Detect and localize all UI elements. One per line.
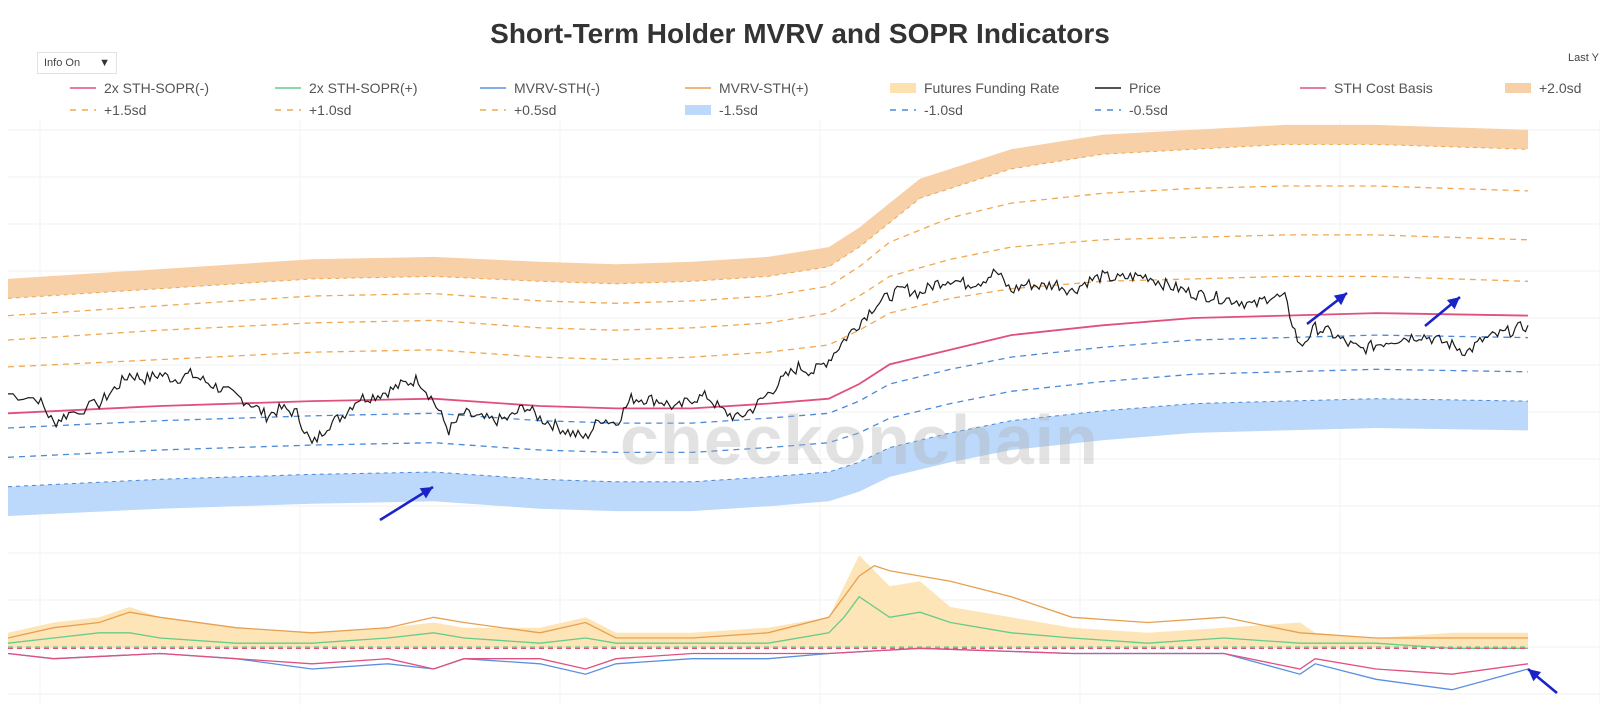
legend-label: STH Cost Basis — [1334, 80, 1433, 96]
legend-item-1-5sd[interactable]: -1.5sd — [685, 102, 758, 118]
chart-title: Short-Term Holder MVRV and SOPR Indicato… — [490, 18, 1110, 49]
legend-item-mvrv-sth[interactable]: MVRV-STH(-) — [480, 80, 600, 96]
legend-swatch — [480, 109, 506, 111]
line-plus-2-0sd — [7, 143, 1529, 299]
legend-label: MVRV-STH(-) — [514, 80, 601, 96]
legend-swatch — [1095, 87, 1121, 89]
line-minus-0-5sd — [7, 334, 1529, 429]
band-minus-1-5sd — [8, 398, 1528, 516]
legend-item-0-5sd[interactable]: +0.5sd — [480, 102, 556, 118]
legend-item-price[interactable]: Price — [1095, 80, 1161, 96]
futures-funding-rate-area — [8, 555, 1528, 649]
chevron-down-icon: ▼ — [99, 57, 110, 69]
legend-label: -0.5sd — [1129, 102, 1168, 118]
legend-swatch — [1095, 109, 1121, 111]
line-plus-0-5sd — [7, 275, 1529, 368]
legend-item-2x-sth-sopr[interactable]: 2x STH-SOPR(+) — [275, 80, 418, 96]
last-range-button[interactable]: Last Y — [1568, 52, 1599, 64]
watermark: checkonchain — [620, 401, 1099, 479]
legend-label: +0.5sd — [514, 102, 557, 118]
price-line — [7, 268, 1529, 445]
legend-swatch — [1300, 87, 1326, 89]
legend-item-futures-funding-rate[interactable]: Futures Funding Rate — [890, 80, 1059, 96]
legend-label: +1.0sd — [309, 102, 352, 118]
sopr-sth-neg-line — [7, 647, 1529, 675]
legend-label: Price — [1129, 80, 1161, 96]
sopr-sth-pos-line — [7, 595, 1528, 649]
arrow-annotation-2-head — [1333, 293, 1347, 306]
legend-swatch — [685, 105, 711, 115]
legend-swatch — [275, 87, 301, 89]
info-toggle-label: Info On — [44, 57, 81, 69]
arrow-annotation-3-head — [1446, 297, 1460, 310]
line-plus-1-5sd — [7, 185, 1529, 317]
info-toggle-dropdown[interactable]: Info On ▼ — [37, 52, 117, 74]
arrow-annotation-4-head — [1528, 669, 1542, 682]
line-plus-1-0sd — [7, 234, 1529, 341]
legend-swatch — [275, 109, 301, 111]
legend-item-2-0sd[interactable]: +2.0sd — [1505, 80, 1581, 96]
legend-label: 2x STH-SOPR(+) — [309, 80, 418, 96]
legend-label: +2.0sd — [1539, 80, 1582, 96]
legend-item-1-0sd[interactable]: +1.0sd — [275, 102, 351, 118]
legend-swatch — [1505, 83, 1531, 93]
legend-label: 2x STH-SOPR(-) — [104, 80, 209, 96]
legend-item-mvrv-sth[interactable]: MVRV-STH(+) — [685, 80, 809, 96]
legend-swatch — [70, 87, 96, 89]
legend-label: +1.5sd — [104, 102, 147, 118]
sth-cost-basis-line — [7, 312, 1529, 415]
legend-swatch — [685, 87, 711, 89]
legend-label: -1.5sd — [719, 102, 758, 118]
legend-label: Futures Funding Rate — [924, 80, 1060, 96]
line-minus-1-0sd — [7, 368, 1529, 458]
mvrv-sth-pos-line — [7, 564, 1528, 639]
legend-swatch — [480, 87, 506, 89]
legend-label: MVRV-STH(+) — [719, 80, 809, 96]
legend-swatch — [890, 83, 916, 93]
legend-label: -1.0sd — [924, 102, 963, 118]
mvrv-sth-neg-line — [7, 647, 1529, 691]
legend-item-1-0sd[interactable]: -1.0sd — [890, 102, 963, 118]
legend-item-2x-sth-sopr[interactable]: 2x STH-SOPR(-) — [70, 80, 209, 96]
band-plus-2-0sd — [8, 124, 1528, 299]
legend-swatch — [890, 109, 916, 111]
line-minus-1-5sd — [7, 398, 1529, 488]
legend-item-0-5sd[interactable]: -0.5sd — [1095, 102, 1168, 118]
legend-item-1-5sd[interactable]: +1.5sd — [70, 102, 146, 118]
arrow-annotation-1-head — [419, 487, 433, 499]
legend-item-sth-cost-basis[interactable]: STH Cost Basis — [1300, 80, 1433, 96]
legend-swatch — [70, 109, 96, 111]
